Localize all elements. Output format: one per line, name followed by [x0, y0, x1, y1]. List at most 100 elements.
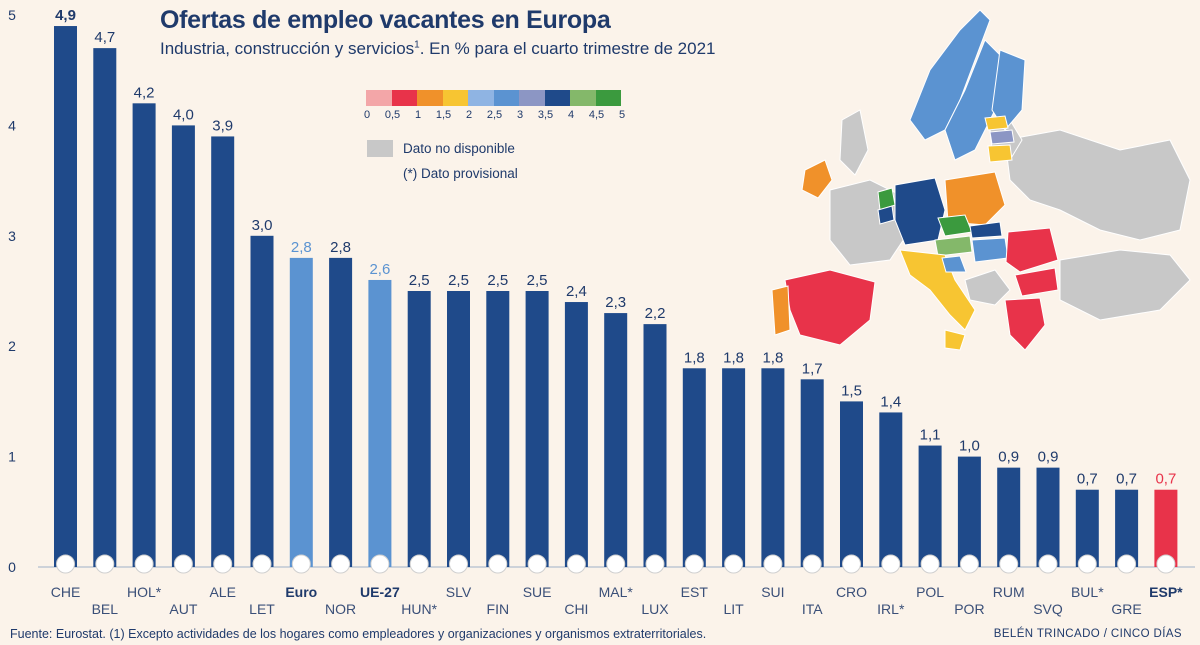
bar	[604, 313, 628, 567]
color-scale-legend: 0 0,5 1 1,5 2 2,5 3 3,5 4 4,5 5	[363, 90, 656, 123]
bar	[1036, 467, 1060, 567]
category-label: FIN	[487, 601, 510, 617]
value-label: 0,7	[1116, 471, 1137, 488]
y-tick-label: 4	[8, 117, 16, 133]
flag-icon	[645, 554, 665, 574]
not-available-swatch	[367, 140, 393, 157]
y-tick-label: 0	[8, 559, 16, 575]
subtitle-text: Industria, construcción y servicios	[160, 39, 415, 58]
bar	[211, 136, 235, 567]
category-label: UE-27	[360, 584, 400, 600]
y-tick-label: 5	[8, 7, 16, 23]
bar	[1075, 489, 1099, 567]
value-label: 0,9	[998, 449, 1019, 466]
value-label: 0,9	[1038, 449, 1059, 466]
bar	[250, 235, 274, 568]
chart-subtitle: Industria, construcción y servicios1. En…	[160, 39, 715, 59]
chart-title: Ofertas de empleo vacantes en Europa	[160, 6, 611, 34]
y-tick-label: 3	[8, 228, 16, 244]
flag-icon	[763, 554, 783, 574]
scale-label: 1,5	[435, 109, 452, 121]
category-label: RUM	[993, 584, 1025, 600]
flag-icon	[370, 554, 390, 574]
flag-icon	[881, 554, 901, 574]
bar	[132, 103, 156, 567]
category-label: IRL*	[877, 601, 905, 617]
scale-swatch	[366, 90, 392, 106]
source-note: Fuente: Eurostat. (1) Excepto actividade…	[10, 627, 707, 641]
value-label: 3,9	[212, 117, 233, 134]
value-label: 1,0	[959, 438, 980, 455]
value-label: 2,6	[369, 261, 390, 278]
bar	[761, 368, 785, 567]
flag-icon	[802, 554, 822, 574]
flag-icon	[409, 554, 429, 574]
value-label: 1,8	[723, 349, 744, 366]
flag-icon	[134, 554, 154, 574]
value-label: 0,7	[1077, 471, 1098, 488]
bar	[564, 302, 588, 567]
category-label: AUT	[169, 601, 197, 617]
flag-icon	[527, 554, 547, 574]
scale-label: 3,5	[537, 109, 554, 121]
flag-icon	[566, 554, 586, 574]
scale-swatch	[493, 90, 519, 106]
category-label: SUI	[761, 584, 784, 600]
bar	[171, 125, 195, 568]
scale-label: 5	[618, 109, 626, 121]
scale-label: 3	[516, 109, 524, 121]
value-label: 1,4	[880, 393, 901, 410]
category-label: EST	[681, 584, 709, 600]
category-label: SLV	[446, 584, 472, 600]
bar	[407, 291, 431, 567]
europe-map-icon	[771, 9, 1191, 351]
value-label: 4,2	[134, 84, 155, 101]
bar	[447, 291, 470, 567]
scale-swatch	[519, 90, 545, 106]
flag-icon	[449, 554, 468, 574]
bar	[1154, 489, 1178, 567]
value-label: 2,5	[409, 272, 430, 289]
title-block: Ofertas de empleo vacantes en Europa Ind…	[160, 6, 715, 59]
value-label: 1,8	[684, 349, 705, 366]
flag-icon	[213, 554, 233, 574]
category-label: BUL*	[1071, 584, 1104, 600]
category-label: SVQ	[1033, 601, 1063, 617]
category-label: CRO	[836, 584, 867, 600]
value-label: 1,5	[841, 382, 862, 399]
scale-label: 0,5	[384, 109, 401, 121]
bar	[329, 257, 353, 567]
bar	[93, 48, 117, 568]
scale-label: 1	[414, 109, 422, 121]
scale-label: 2,5	[486, 109, 503, 121]
value-label: 1,7	[802, 360, 823, 377]
value-label: 2,5	[487, 272, 508, 289]
bar	[643, 324, 667, 567]
value-label: 2,5	[448, 272, 469, 289]
value-label: 3,0	[252, 217, 273, 234]
subtitle-footnote-mark: 1	[414, 39, 420, 51]
category-label: CHI	[564, 601, 588, 617]
value-label: 4,9	[55, 7, 76, 24]
category-label: ITA	[802, 601, 823, 617]
y-tick-label: 2	[8, 338, 16, 354]
category-label: HUN*	[401, 601, 437, 617]
value-label: 2,5	[527, 272, 548, 289]
provisional-note: (*) Dato provisional	[403, 166, 518, 181]
bar	[840, 401, 863, 567]
category-label: LUX	[641, 601, 669, 617]
flag-icon	[1117, 554, 1137, 574]
scale-label: 0	[363, 109, 371, 121]
flag-icon	[291, 554, 311, 574]
scale-swatch	[442, 90, 468, 106]
value-label: 0,7	[1155, 471, 1176, 488]
subtitle-text-end: . En % para el cuarto trimestre de 2021	[419, 39, 716, 58]
category-label: CHE	[51, 584, 81, 600]
bar	[879, 412, 903, 567]
color-scale-swatches	[366, 90, 656, 106]
flag-icon	[1156, 554, 1176, 574]
not-available-label: Dato no disponible	[403, 141, 515, 156]
value-label: 2,8	[330, 239, 351, 256]
category-label: BEL	[92, 601, 119, 617]
